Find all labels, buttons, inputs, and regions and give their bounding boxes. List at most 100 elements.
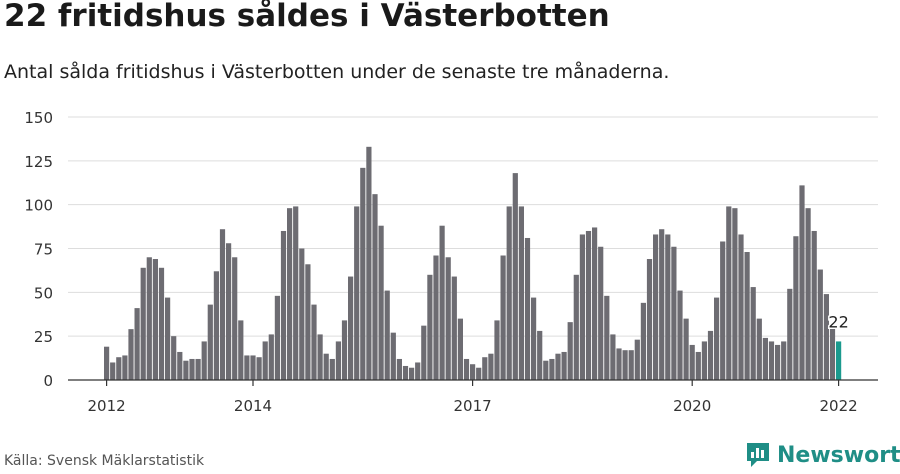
bar xyxy=(335,341,341,380)
bar xyxy=(372,194,378,380)
bar xyxy=(384,290,390,380)
bar xyxy=(128,329,134,380)
bar xyxy=(116,357,122,380)
bar xyxy=(177,351,183,380)
bar xyxy=(226,243,232,380)
y-tick-label: 150 xyxy=(24,109,53,127)
bar xyxy=(671,246,677,380)
bar xyxy=(256,357,262,380)
bar xyxy=(378,225,384,380)
bar xyxy=(799,185,805,380)
bar xyxy=(470,364,476,380)
bar xyxy=(201,341,207,380)
bar xyxy=(720,241,726,380)
bar xyxy=(482,357,488,380)
x-tick-label: 2017 xyxy=(454,397,492,415)
bar xyxy=(488,353,494,380)
bar xyxy=(360,167,366,380)
bar xyxy=(640,302,646,380)
bar xyxy=(402,365,409,380)
bar xyxy=(768,341,775,380)
bar xyxy=(598,246,604,380)
bar xyxy=(714,297,720,380)
bar xyxy=(183,360,189,380)
bar xyxy=(775,344,781,380)
bar xyxy=(592,227,598,380)
y-tick-label: 25 xyxy=(34,328,53,346)
x-tick-label: 2020 xyxy=(673,397,711,415)
bar xyxy=(494,320,500,380)
bar xyxy=(445,257,451,380)
bar xyxy=(311,304,317,380)
bar xyxy=(146,257,152,380)
bar xyxy=(506,206,512,380)
bar-chart: 0 25 50 75 100 125 150 22 2012 2014 2017 2020 2022 xyxy=(24,109,878,415)
bar xyxy=(238,320,244,380)
y-tick-label: 50 xyxy=(34,284,53,302)
bar xyxy=(280,230,287,380)
bar xyxy=(732,208,738,380)
x-tick-label: 2022 xyxy=(820,397,858,415)
bar xyxy=(622,350,628,380)
bar xyxy=(738,234,744,380)
bar xyxy=(750,287,756,380)
bar xyxy=(341,320,348,380)
bar xyxy=(415,362,421,380)
bar xyxy=(427,274,433,380)
bar xyxy=(604,295,610,380)
y-tick-label: 100 xyxy=(24,197,53,215)
bar xyxy=(323,353,329,380)
bar xyxy=(781,341,787,380)
bar xyxy=(634,339,640,380)
bar xyxy=(262,341,268,380)
bar xyxy=(512,173,518,380)
bar xyxy=(823,294,829,380)
bar xyxy=(189,358,195,380)
bar xyxy=(537,330,543,380)
bar xyxy=(171,336,177,380)
bar xyxy=(158,267,165,380)
chart-subtitle: Antal sålda fritidshus i Västerbotten un… xyxy=(4,61,670,83)
bar xyxy=(579,234,585,380)
bar xyxy=(268,334,274,380)
bar xyxy=(140,267,146,380)
bar xyxy=(616,348,622,380)
bar xyxy=(829,327,836,380)
bar xyxy=(543,360,549,380)
bar xyxy=(659,229,665,380)
bar xyxy=(354,206,360,380)
bar xyxy=(433,255,439,380)
bar xyxy=(817,269,823,380)
bar xyxy=(457,318,463,380)
chart-title: 22 fritidshus såldes i Västerbotten xyxy=(4,0,610,34)
bar xyxy=(329,358,335,380)
bar xyxy=(110,362,116,380)
bar xyxy=(811,230,817,380)
bar xyxy=(665,234,671,380)
bar xyxy=(439,225,445,380)
bar xyxy=(232,257,238,380)
bar xyxy=(805,208,811,380)
x-tick-label: 2014 xyxy=(234,397,272,415)
bar xyxy=(689,344,695,380)
bar xyxy=(451,276,457,380)
bar xyxy=(653,234,659,380)
bar xyxy=(762,337,768,380)
bar xyxy=(250,355,256,380)
bar xyxy=(219,229,226,380)
bar-highlight xyxy=(836,341,842,380)
bar xyxy=(409,367,415,380)
bar xyxy=(707,330,714,380)
bar xyxy=(305,264,311,380)
bar xyxy=(756,318,762,380)
bar xyxy=(683,318,689,380)
bar xyxy=(531,297,537,380)
bar xyxy=(567,322,573,380)
x-tick-label: 2012 xyxy=(88,397,126,415)
bar xyxy=(396,358,402,380)
bar xyxy=(317,334,323,380)
bar xyxy=(744,252,750,380)
bar xyxy=(287,208,293,380)
bar xyxy=(555,353,561,380)
bar xyxy=(299,248,305,380)
